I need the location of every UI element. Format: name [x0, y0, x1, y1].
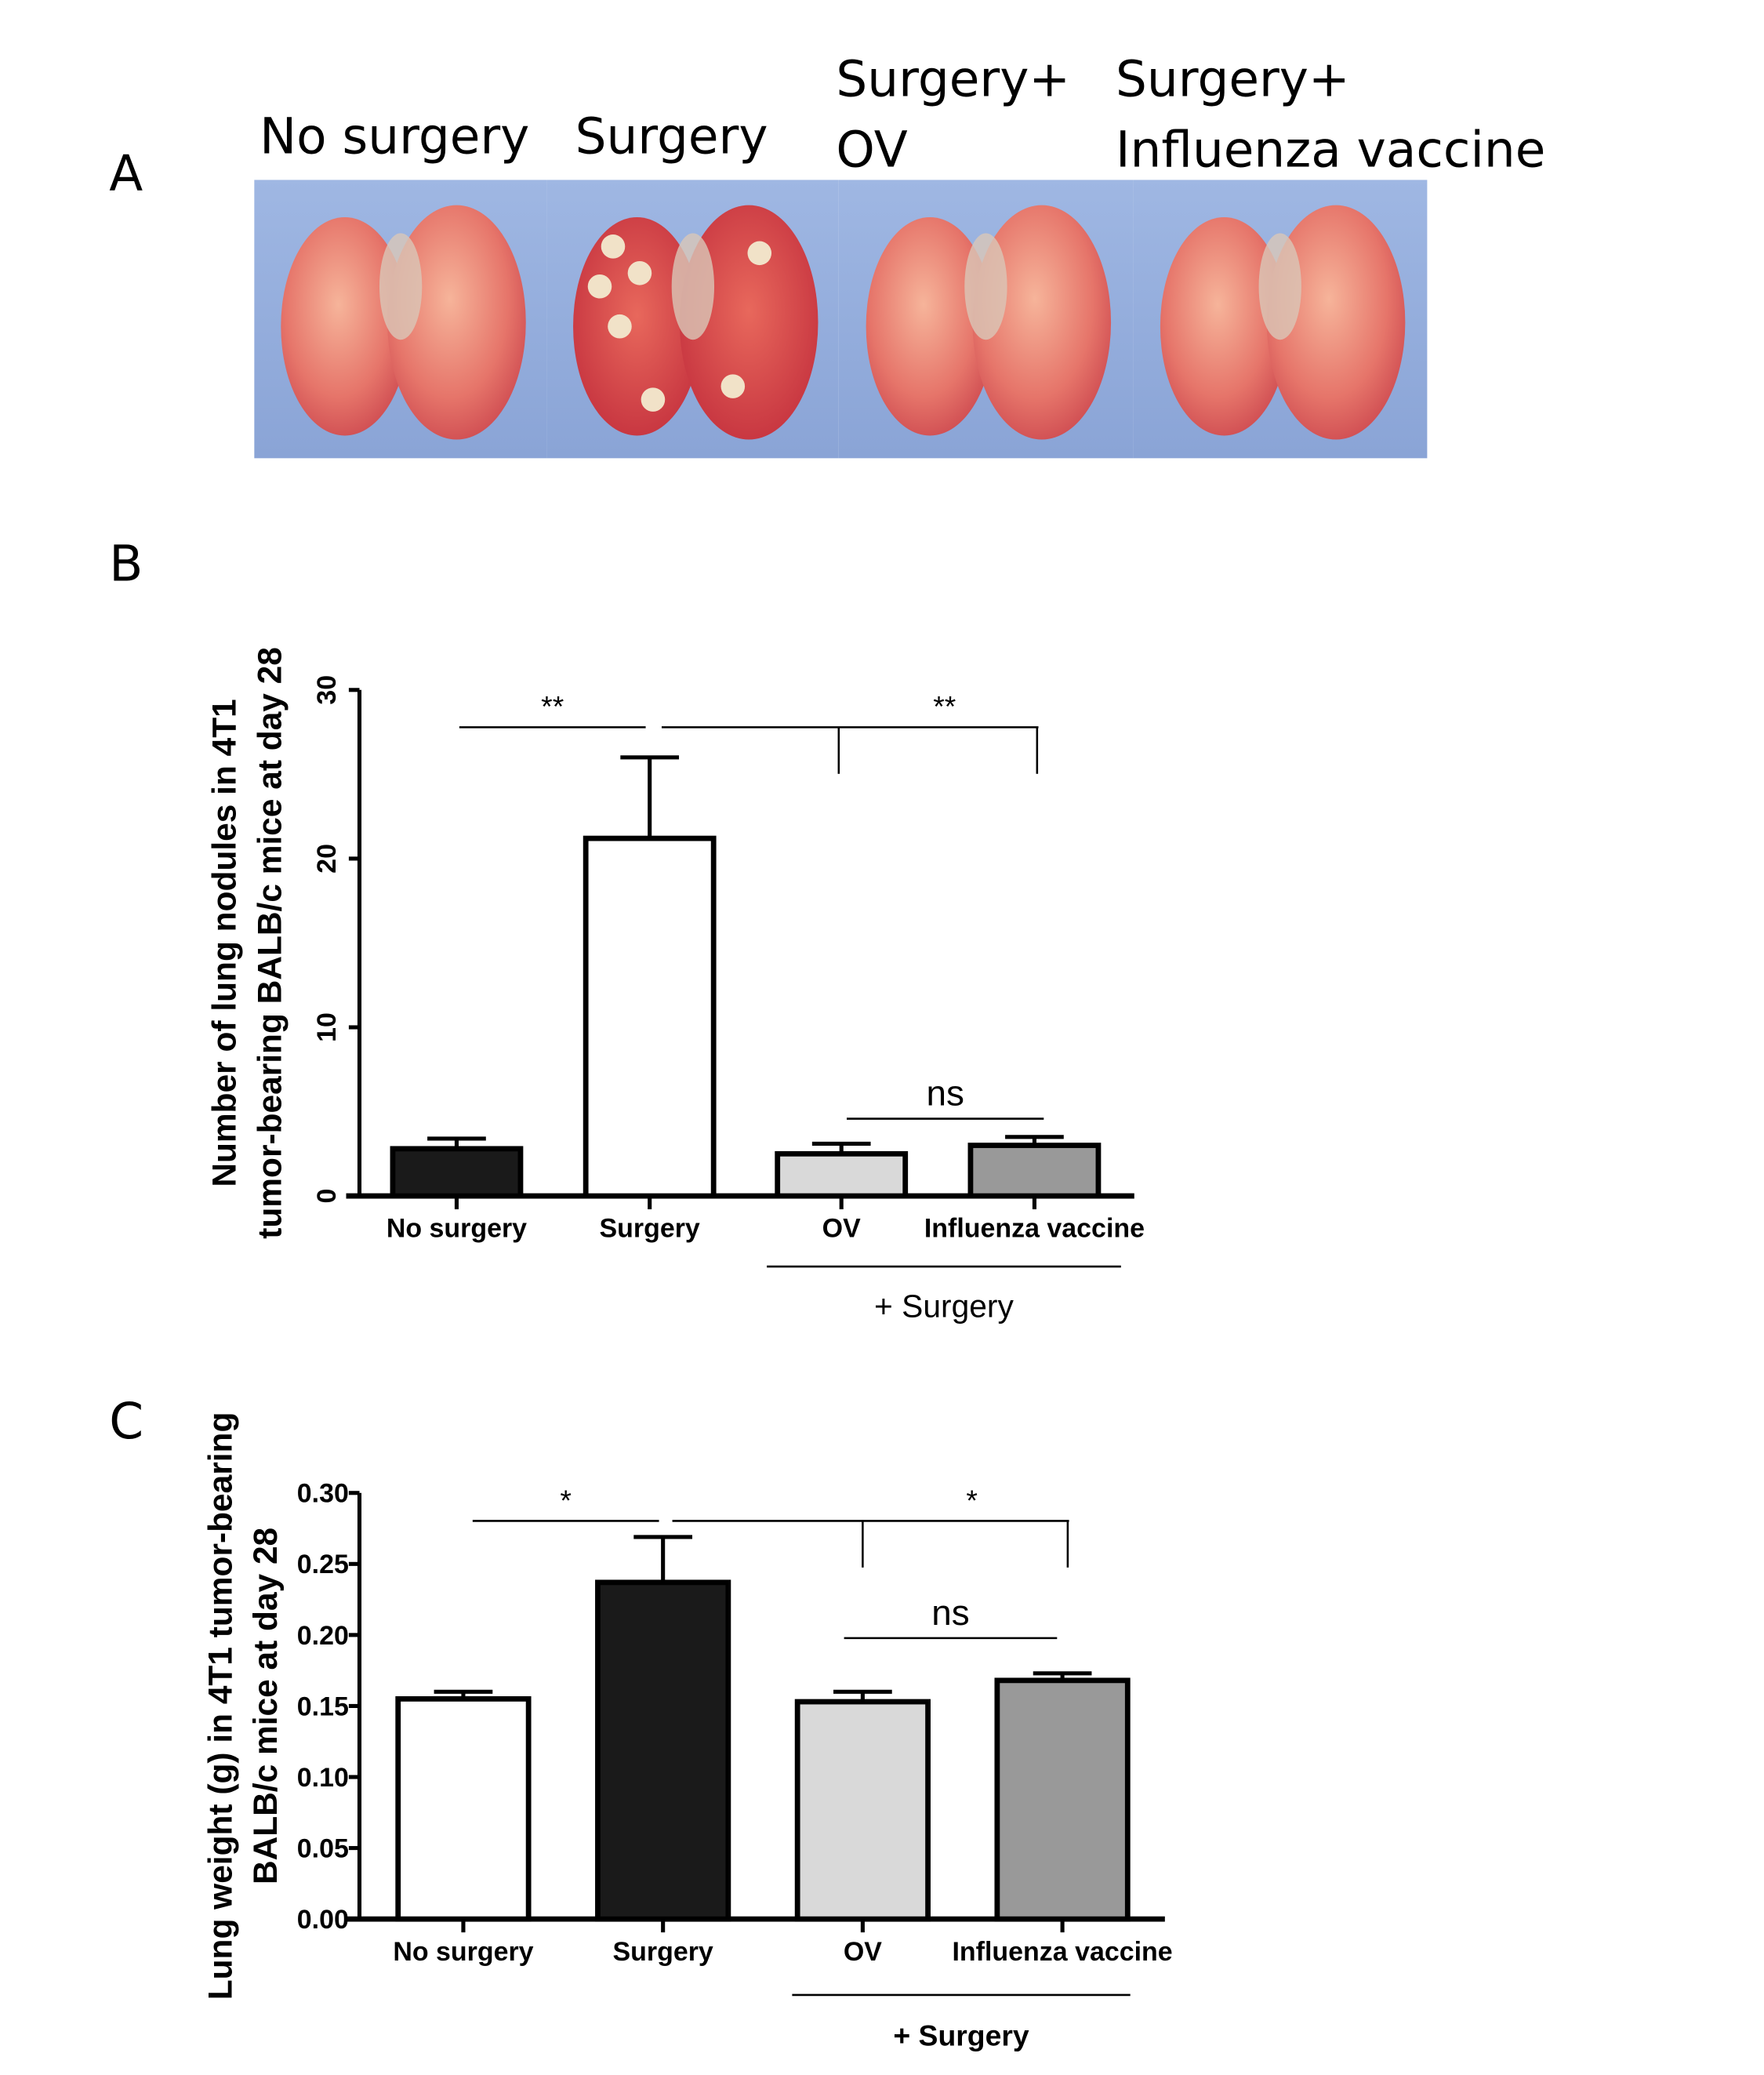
photo-title: Surgery+ — [836, 50, 1070, 107]
left-lung-lobe — [866, 216, 994, 436]
y-tick-label: 0.25 — [297, 1550, 349, 1579]
y-tick-label: 0.20 — [297, 1621, 349, 1651]
bar-no-surgery — [395, 1695, 532, 1922]
y-tick-label: 20 — [312, 844, 342, 874]
y-tick-label: 30 — [312, 675, 342, 705]
right-lung-lobe — [1266, 205, 1406, 440]
x-tick-label: No surgery — [387, 1214, 527, 1244]
trachea — [671, 233, 715, 340]
lung-photo-3 — [1133, 180, 1428, 459]
right-lung-lobe — [387, 205, 526, 440]
y-tick-label: 0.15 — [297, 1692, 349, 1721]
y-axis-label: Lung weight (g) in 4T1 tumor-bearing — [201, 1412, 238, 2001]
x-tick-label: OV — [844, 1937, 882, 1967]
photo-title: OV — [836, 121, 907, 178]
photo-title: Surgery — [575, 107, 768, 165]
lung-photo-1 — [546, 180, 839, 459]
bar-influenza-vaccine — [967, 1143, 1102, 1199]
group-label: + Surgery — [874, 1288, 1014, 1325]
lung-photos: No surgery Surgery Surgery+ OV Surgery+ Influ… — [254, 50, 1545, 459]
y-tick-label: 0.30 — [297, 1479, 349, 1509]
y-axis-label: BALB/c mice at day 28 — [247, 1528, 284, 1884]
bar-influenza-vaccine — [994, 1677, 1131, 1922]
left-lung-lobe — [1160, 216, 1288, 436]
y-tick-label: 10 — [312, 1012, 342, 1042]
panel-label-c: C — [109, 1393, 143, 1450]
y-axis-label: Number of lung nodules in 4T1 — [206, 699, 243, 1186]
y-tick-label: 0.10 — [297, 1763, 349, 1793]
right-lung-lobe — [679, 205, 818, 440]
x-tick-label: No surgery — [393, 1937, 533, 1967]
x-tick-label: Influenza vaccine — [924, 1214, 1145, 1244]
tumor-nodule — [608, 314, 632, 339]
y-tick-label: 0 — [312, 1189, 342, 1204]
trachea — [1258, 233, 1301, 340]
x-tick-label: OV — [822, 1214, 861, 1244]
group-label: + Surgery — [893, 2019, 1029, 2051]
bar-ov — [775, 1150, 909, 1199]
tumor-nodule — [641, 387, 666, 412]
significance-label: ns — [926, 1074, 964, 1114]
y-axis-label: tumor-bearing BALB/c mice at day 28 — [251, 647, 288, 1239]
significance-label: ns — [931, 1593, 969, 1633]
x-tick-label: Influenza vaccine — [953, 1937, 1173, 1967]
left-lung-lobe — [281, 216, 409, 436]
photo-title: Surgery+ — [1116, 50, 1350, 107]
bar-surgery — [595, 1579, 731, 1922]
tumor-nodule — [627, 261, 652, 285]
trachea — [964, 233, 1007, 340]
tumor-nodule — [601, 234, 626, 259]
panel-label-b: B — [109, 536, 143, 593]
y-tick-label: 0.05 — [297, 1833, 349, 1863]
lung-photo-0 — [254, 180, 547, 459]
tumor-nodule — [747, 241, 772, 266]
left-lung-lobe — [573, 216, 702, 436]
chart-b: 0 10 20 30 Number of lung nodules in 4T1 tumo… — [206, 647, 1145, 1324]
bar-surgery — [583, 835, 717, 1199]
tumor-nodule — [720, 374, 746, 398]
tumor-nodule — [587, 274, 612, 299]
x-tick-label: Surgery — [612, 1937, 713, 1967]
right-lung-lobe — [972, 205, 1112, 440]
bar-no-surgery — [390, 1146, 524, 1199]
photo-title: Influenza vaccine — [1116, 121, 1545, 178]
lung-photo-2 — [838, 180, 1134, 459]
trachea — [379, 233, 423, 340]
chart-c: 0.00 0.05 0.10 0.15 0.20 0.25 0.30 Lung weight … — [201, 1412, 1172, 2052]
photo-title: No surgery — [260, 107, 529, 165]
y-tick-label: 0.00 — [297, 1905, 349, 1935]
significance-label: * — [560, 1484, 572, 1517]
significance-label: ** — [933, 690, 956, 723]
panel-label-a: A — [109, 145, 143, 202]
significance-label: ** — [541, 690, 564, 723]
x-tick-label: Surgery — [600, 1214, 700, 1244]
bar-ov — [794, 1699, 931, 1922]
significance-label: * — [966, 1484, 978, 1517]
